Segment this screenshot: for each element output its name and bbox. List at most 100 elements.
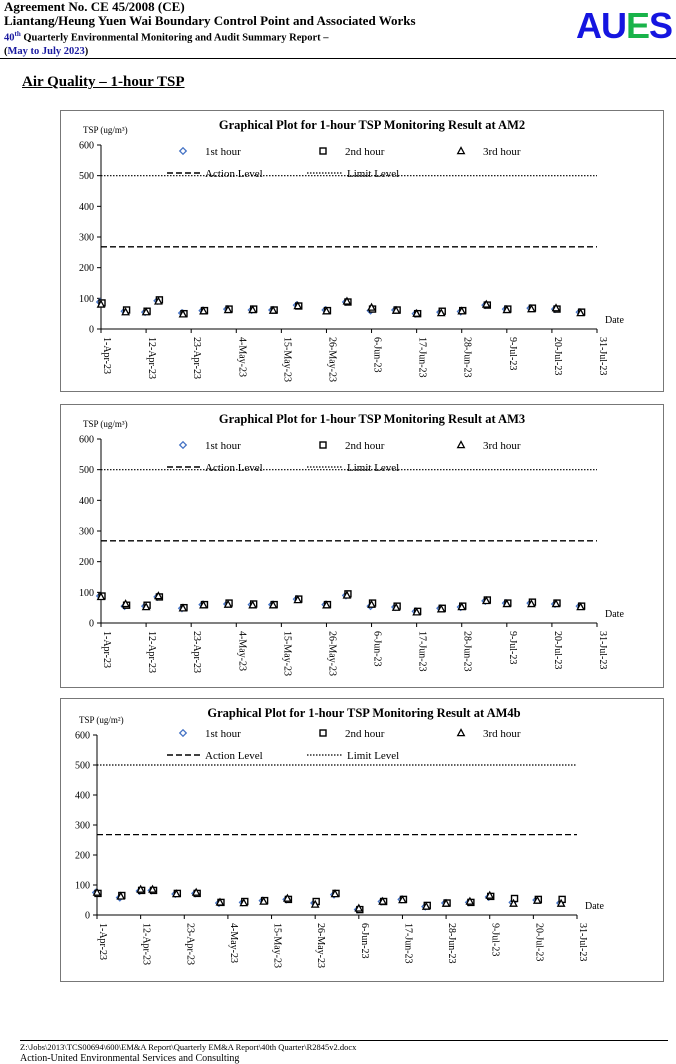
legend-marker [456, 440, 466, 449]
y-tick-label: 100 [79, 294, 94, 305]
data-point [412, 607, 422, 616]
report-ordinal-suffix: th [14, 30, 21, 38]
legend-label: 1st hour [205, 440, 241, 452]
file-path: Z:\Jobs\2013\TCS00694\600\EM&A Report\Qu… [20, 1042, 357, 1052]
project-name: Liantang/Heung Yuen Wai Boundary Control… [4, 13, 416, 28]
x-tick-label: 26-May-23 [315, 923, 326, 968]
x-tick-label: 17-Jun-23 [417, 337, 428, 378]
logo-s: S [648, 5, 673, 46]
chart-am2-svg: Graphical Plot for 1-hour TSP Monitoring… [79, 118, 624, 382]
legend-marker [456, 728, 466, 737]
data-point [556, 898, 566, 907]
data-point [457, 602, 467, 611]
x-tick-label: 26-May-23 [326, 631, 337, 676]
data-point [96, 299, 106, 308]
x-tick-label: 6-Jun-23 [372, 631, 383, 667]
data-point [378, 896, 388, 905]
data-point [268, 305, 278, 314]
data-point [551, 599, 561, 608]
x-axis-label: Date [605, 315, 624, 326]
data-point [153, 591, 163, 600]
x-axis-label: Date [605, 609, 624, 620]
report-title: 40th Quarterly Environmental Monitoring … [4, 28, 672, 45]
legend-label: 3rd hour [483, 728, 521, 740]
data-point [239, 898, 249, 907]
data-point [293, 595, 303, 604]
data-point [322, 600, 331, 609]
legend-label: Limit Level [347, 168, 399, 180]
logo-au: AU [575, 5, 627, 46]
x-tick-label: 4-May-23 [236, 631, 247, 671]
data-point [532, 895, 542, 904]
data-point [551, 303, 561, 312]
period-text: May to July 2023 [7, 45, 85, 57]
y-tick-label: 0 [89, 325, 94, 336]
x-tick-label: 4-May-23 [228, 923, 239, 963]
x-tick-label: 15-May-23 [281, 631, 292, 676]
y-tick-label: 400 [79, 496, 94, 507]
data-point [199, 306, 208, 315]
data-point [191, 887, 201, 896]
data-point [248, 305, 258, 314]
x-tick-label: 31-Jul-23 [597, 337, 608, 375]
data-point [223, 599, 233, 608]
x-tick-label: 1-Apr-23 [101, 631, 112, 668]
data-point [92, 887, 102, 896]
legend-label: 1st hour [205, 146, 241, 158]
period-open: ( [4, 45, 8, 57]
y-tick-label: 600 [79, 435, 94, 446]
legend-label: Action Level [205, 168, 263, 180]
report-period: (May to July 2023) [4, 45, 672, 58]
y-axis-label: TSP (ug/m³) [83, 419, 128, 429]
data-point [421, 901, 431, 910]
x-tick-label: 31-Jul-23 [597, 631, 608, 669]
data-point [342, 590, 352, 599]
organisation-name: Action-United Environmental Services and… [20, 1053, 240, 1064]
data-point [354, 903, 364, 912]
x-tick-label: 28-Jun-23 [446, 923, 457, 964]
x-tick-label: 23-Apr-23 [191, 337, 202, 379]
y-tick-label: 200 [75, 851, 90, 862]
x-tick-label: 23-Apr-23 [191, 631, 202, 673]
data-point [268, 600, 278, 609]
data-point [485, 890, 495, 899]
legend-label: Action Level [205, 750, 263, 762]
chart-am4b: Graphical Plot for 1-hour TSP Monitoring… [60, 698, 664, 982]
data-point [391, 602, 401, 611]
data-point [457, 306, 467, 315]
legend-marker [456, 146, 466, 155]
report-title-text: Quarterly Environmental Monitoring and A… [20, 32, 329, 44]
y-tick-label: 0 [89, 619, 94, 630]
data-point [527, 304, 536, 313]
chart-title: Graphical Plot for 1-hour TSP Monitoring… [219, 412, 525, 426]
x-tick-label: 23-Apr-23 [184, 923, 195, 965]
data-point [465, 896, 475, 905]
data-point [215, 897, 225, 906]
section-title: Air Quality – 1-hour TSP [22, 74, 185, 90]
legend-marker [178, 146, 188, 156]
data-point [441, 898, 451, 907]
x-tick-label: 6-Jun-23 [359, 923, 370, 959]
x-axis-label: Date [585, 901, 604, 912]
data-point [367, 599, 376, 608]
data-point [223, 305, 233, 314]
x-tick-label: 26-May-23 [326, 337, 337, 382]
y-tick-label: 200 [79, 263, 94, 274]
chart-title: Graphical Plot for 1-hour TSP Monitoring… [219, 118, 525, 132]
x-tick-label: 20-Jul-23 [533, 923, 544, 961]
data-point [322, 306, 331, 315]
data-point [527, 599, 536, 608]
x-tick-label: 12-Apr-23 [146, 631, 157, 673]
data-point [342, 296, 352, 305]
data-point [178, 309, 188, 318]
data-point [116, 891, 126, 900]
legend-marker [178, 728, 188, 738]
footer-divider [20, 1040, 668, 1041]
data-point [509, 898, 518, 907]
data-point [141, 602, 151, 611]
x-tick-label: 17-Jun-23 [402, 923, 413, 964]
data-point [283, 893, 292, 902]
y-tick-label: 100 [79, 588, 94, 599]
y-tick-label: 500 [79, 465, 94, 476]
report-ordinal: 40 [4, 32, 15, 44]
